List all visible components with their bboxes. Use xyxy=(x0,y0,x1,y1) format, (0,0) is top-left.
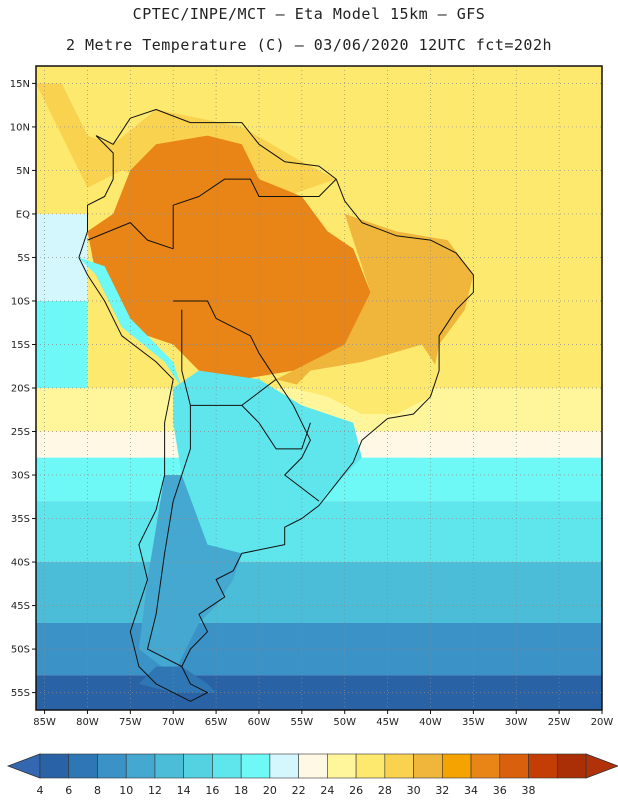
lat-tick-label: 20S xyxy=(11,384,30,395)
lat-tick-label: 10S xyxy=(11,296,30,307)
lat-tick-label: 5N xyxy=(16,166,30,177)
colorbar-swatch xyxy=(470,753,501,779)
ocean-band-4 xyxy=(36,501,602,563)
colorbar-label: 12 xyxy=(148,784,162,797)
lon-tick-label: 60W xyxy=(248,717,271,728)
pacific-band-1 xyxy=(36,213,88,301)
colorbar-swatch xyxy=(298,753,328,779)
lat-tick-label: 50S xyxy=(11,645,30,656)
colorbar-high-arrow xyxy=(585,753,618,779)
lon-tick-label: 45W xyxy=(376,717,399,728)
lon-tick-label: 85W xyxy=(33,717,56,728)
lat-tick-label: EQ xyxy=(16,209,30,220)
lat-tick-label: 40S xyxy=(11,558,30,569)
colorbar-swatch xyxy=(212,753,242,779)
ocean-band-7 xyxy=(36,675,602,710)
lat-tick-label: 55S xyxy=(11,688,30,699)
colorbar-label: 36 xyxy=(493,784,507,797)
colorbar-label: 28 xyxy=(378,784,392,797)
lon-tick-label: 30W xyxy=(505,717,528,728)
colorbar-label: 6 xyxy=(65,784,72,797)
colorbar-swatch xyxy=(39,753,70,779)
border-peru-colombia-border xyxy=(87,222,174,250)
border-chile-argentina-border xyxy=(147,405,191,667)
border-bolivia-border xyxy=(181,309,277,406)
colorbar-swatch xyxy=(269,753,299,779)
colorbar-label: 18 xyxy=(234,784,248,797)
graticule xyxy=(36,66,602,710)
lon-tick-label: 40W xyxy=(419,717,442,728)
colorbar-label: 34 xyxy=(464,784,478,797)
colorbar-swatch xyxy=(442,753,472,779)
colorbar-swatch xyxy=(528,753,558,779)
lon-tick-label: 75W xyxy=(119,717,142,728)
lat-tick-label: 15S xyxy=(11,340,30,351)
colorbar-swatch xyxy=(327,753,357,779)
ocean-band-5 xyxy=(36,562,602,623)
colorbar-label: 16 xyxy=(205,784,219,797)
lon-tick-label: 80W xyxy=(76,717,99,728)
colorbar-low-arrow xyxy=(6,753,41,779)
colorbar-swatch xyxy=(556,753,587,779)
colorbar-swatch xyxy=(97,753,127,779)
land-region-southern-cone-mild xyxy=(173,370,362,554)
lon-tick-label: 50W xyxy=(333,717,356,728)
colorbar-swatch xyxy=(183,753,213,779)
colorbar-swatch xyxy=(154,753,184,779)
colorbar-label: 4 xyxy=(37,784,44,797)
lat-tick-label: 30S xyxy=(11,471,30,482)
colorbar-swatch xyxy=(499,753,529,779)
lat-tick-label: 45S xyxy=(11,601,30,612)
temperature-field xyxy=(36,66,602,710)
pacific-band-2 xyxy=(36,300,88,388)
land-region-amazon-hot-core xyxy=(87,135,388,380)
lon-tick-label: 70W xyxy=(162,717,185,728)
border-brazil-west-border xyxy=(173,300,320,502)
land-region-patagonia-cool xyxy=(138,475,242,676)
colorbar-label: 20 xyxy=(263,784,277,797)
border-paraguay-border xyxy=(241,405,311,450)
border-brazil-north-border xyxy=(172,178,337,249)
land-region-brazil-coast-warm xyxy=(293,344,440,415)
colorbar-swatch xyxy=(68,753,98,779)
colorbar: 4 6 8 10 12 14 16 18 20 22 24 26 28 30 32 34 36 38 xyxy=(6,753,618,797)
lat-tick-label: 10N xyxy=(10,122,30,133)
colorbar-swatch xyxy=(240,753,271,779)
lat-tick-label: 25S xyxy=(11,427,30,438)
lon-tick-label: 55W xyxy=(291,717,314,728)
colorbar-label: 8 xyxy=(94,784,101,797)
colorbar-swatch xyxy=(125,753,156,779)
colorbar-label: 22 xyxy=(292,784,306,797)
colorbar-swatch xyxy=(355,753,386,779)
colorbar-label: 30 xyxy=(407,784,421,797)
land-region-tierra-del-fuego xyxy=(138,666,217,693)
colorbar-label: 32 xyxy=(435,784,449,797)
lon-tick-label: 20W xyxy=(591,717,614,728)
lon-tick-label: 35W xyxy=(462,717,485,728)
axis-labels: 15N 10N 5N EQ 5S 10S 15S 20S 25S 30S 35S 40S 45S 50S 5… xyxy=(10,79,614,728)
map-title: CPTEC/INPE/MCT – Eta Model 15km – GFS xyxy=(132,5,486,23)
colorbar-label: 38 xyxy=(522,784,536,797)
colorbar-label: 26 xyxy=(349,784,363,797)
colorbar-label: 24 xyxy=(320,784,334,797)
map-subtitle: 2 Metre Temperature (C) – 03/06/2020 12U… xyxy=(65,36,553,54)
border-coastline xyxy=(78,109,474,702)
country-borders xyxy=(78,109,474,702)
colorbar-label: 14 xyxy=(177,784,191,797)
colorbar-label: 10 xyxy=(119,784,133,797)
lon-tick-label: 25W xyxy=(548,717,571,728)
lat-tick-label: 35S xyxy=(11,514,30,525)
colorbar-swatch xyxy=(384,753,414,779)
lat-tick-label: 15N xyxy=(10,79,30,90)
lon-tick-label: 65W xyxy=(205,717,228,728)
colorbar-swatch xyxy=(413,753,443,779)
lat-tick-label: 5S xyxy=(17,253,30,264)
